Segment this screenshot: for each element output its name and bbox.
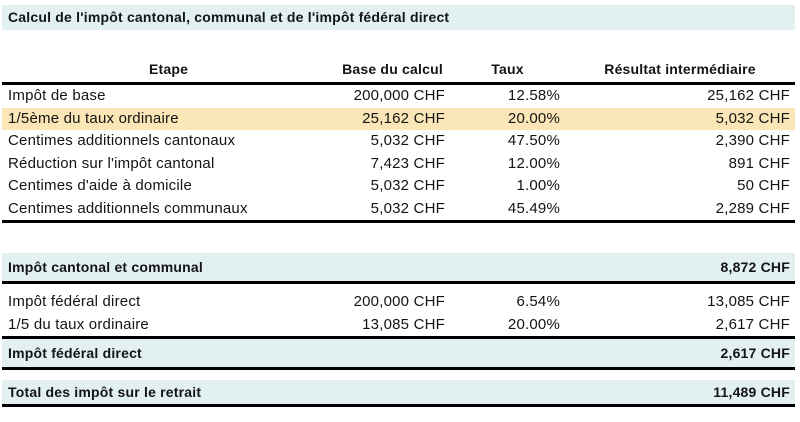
spreadsheet-page: Calcul de l'impôt cantonal, communal et …	[0, 5, 800, 422]
spacer	[2, 284, 795, 291]
cell-base: 7,423 CHF	[370, 154, 445, 172]
cell-etape: Impôt de base	[8, 87, 106, 104]
table-row: Centimes additionnels communaux 5,032 CH…	[2, 198, 795, 221]
subtotal-label: Impôt fédéral direct	[8, 345, 142, 361]
column-header-resultat: Résultat intermédiaire	[604, 61, 756, 77]
cell-taux: 20.00%	[507, 315, 560, 333]
table-row: Centimes additionnels cantonaux 5,032 CH…	[2, 130, 795, 153]
cell-taux: 6.54%	[516, 293, 560, 310]
cell-base: 13,085 CHF	[362, 315, 445, 333]
subtotal-label: Impôt cantonal et communal	[8, 259, 203, 275]
subtotal-row-cantonal: Impôt cantonal et communal 8,872 CHF	[2, 253, 795, 284]
cell-resultat: 50 CHF	[737, 177, 790, 194]
cell-resultat: 25,162 CHF	[707, 87, 790, 104]
cell-taux: 12.00%	[507, 154, 560, 172]
table-row: Impôt fédéral direct 200,000 CHF 6.54% 1…	[2, 291, 795, 314]
cell-base: 25,162 CHF	[362, 109, 445, 127]
cell-etape: Centimes additionnels cantonaux	[8, 132, 236, 149]
tax-table: Etape Base du calcul Taux Résultat inter…	[2, 56, 795, 407]
cell-etape: Impôt fédéral direct	[8, 293, 141, 310]
cell-resultat: 5,032 CHF	[715, 109, 790, 127]
cell-resultat: 2,390 CHF	[715, 132, 790, 149]
table-row: Centimes d'aide à domicile 5,032 CHF 1.0…	[2, 175, 795, 198]
column-header-base: Base du calcul	[342, 61, 443, 77]
federal-rows-block: Impôt fédéral direct 200,000 CHF 6.54% 1…	[2, 291, 795, 339]
spacer	[2, 223, 795, 253]
cell-resultat: 13,085 CHF	[707, 293, 790, 310]
table-row: Impôt de base 200,000 CHF 12.58% 25,162 …	[2, 85, 795, 108]
column-header-etape: Etape	[148, 61, 189, 77]
cell-base: 5,032 CHF	[370, 177, 445, 194]
cell-resultat: 891 CHF	[728, 154, 790, 172]
cell-etape: Centimes d'aide à domicile	[8, 177, 192, 194]
grand-total-label: Total des impôt sur le retrait	[8, 384, 202, 400]
cell-base: 5,032 CHF	[370, 132, 445, 149]
cell-base: 200,000 CHF	[353, 87, 445, 104]
table-row: 1/5 du taux ordinaire 13,085 CHF 20.00% …	[2, 314, 795, 337]
cell-taux: 20.00%	[507, 109, 560, 127]
subtotal-value: 2,617 CHF	[720, 345, 790, 361]
spacer	[2, 370, 795, 380]
cell-taux: 1.00%	[516, 177, 560, 194]
table-row: Réduction sur l'impôt cantonal 7,423 CHF…	[2, 153, 795, 176]
grand-total-value: 11,489 CHF	[713, 384, 790, 400]
cell-base: 5,032 CHF	[370, 199, 445, 217]
cell-taux: 47.50%	[507, 132, 560, 149]
cell-etape: Centimes additionnels communaux	[8, 199, 248, 217]
table-row-highlighted: 1/5ème du taux ordinaire 25,162 CHF 20.0…	[2, 107, 795, 130]
cell-etape: 1/5ème du taux ordinaire	[8, 109, 179, 127]
cell-base: 200,000 CHF	[353, 293, 445, 310]
grand-total-row: Total des impôt sur le retrait 11,489 CH…	[2, 380, 795, 407]
cantonal-rows-block: Impôt de base 200,000 CHF 12.58% 25,162 …	[2, 85, 795, 223]
cell-etape: Réduction sur l'impôt cantonal	[8, 154, 215, 172]
subtotal-row-federal: Impôt fédéral direct 2,617 CHF	[2, 339, 795, 370]
cell-resultat: 2,617 CHF	[715, 315, 790, 333]
cell-etape: 1/5 du taux ordinaire	[8, 315, 149, 333]
cell-resultat: 2,289 CHF	[715, 199, 790, 217]
subtotal-value: 8,872 CHF	[720, 259, 790, 275]
cell-taux: 45.49%	[507, 199, 560, 217]
table-header-row: Etape Base du calcul Taux Résultat inter…	[2, 56, 795, 85]
column-header-taux: Taux	[491, 61, 524, 77]
cell-taux: 12.58%	[507, 87, 560, 104]
page-title: Calcul de l'impôt cantonal, communal et …	[2, 5, 795, 30]
